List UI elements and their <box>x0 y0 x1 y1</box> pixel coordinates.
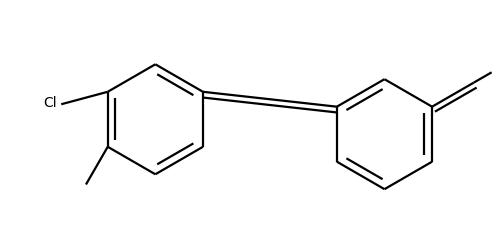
Text: Cl: Cl <box>43 96 57 110</box>
